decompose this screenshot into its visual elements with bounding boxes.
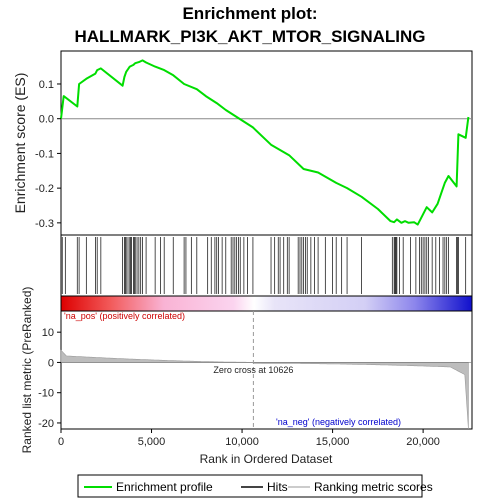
metric-y-axis: 10 0 -10 -20 — [38, 327, 61, 430]
legend-enrichment-label: Enrichment profile — [116, 480, 213, 494]
legend-metric-label: Ranking metric scores — [314, 480, 433, 494]
chart-title-line2: HALLMARK_PI3K_AKT_MTOR_SIGNALING — [74, 27, 425, 46]
es-y-axis: 0.1 0.0 -0.1 -0.2 -0.3 — [35, 79, 61, 230]
x-tick-label: 5,000 — [138, 436, 166, 448]
es-y-tick-label: -0.2 — [35, 183, 54, 195]
metric-y-tick-label: 10 — [42, 327, 54, 339]
positive-label: 'na_pos' (positively correlated) — [64, 311, 185, 321]
es-panel-frame — [60, 50, 473, 236]
es-y-label: Enrichment score (ES) — [12, 73, 28, 214]
ranking-metric-area — [60, 349, 472, 430]
metric-y-tick-label: -10 — [38, 388, 54, 400]
ranking-metric-fill — [60, 349, 469, 430]
legend-hits-label: Hits — [267, 480, 288, 494]
es-y-tick-label: 0.1 — [39, 79, 54, 91]
x-axis-label: Rank in Ordered Dataset — [200, 452, 333, 466]
x-tick-label: 10,000 — [225, 436, 259, 448]
negative-label: 'na_neg' (negatively correlated) — [276, 417, 401, 427]
enrichment-profile-path — [60, 59, 470, 226]
x-tick-label: 15,000 — [316, 436, 350, 448]
es-y-tick-label: -0.3 — [35, 218, 54, 230]
metric-y-tick-label: 0 — [48, 357, 54, 369]
enrichment-profile-line — [60, 59, 470, 226]
es-y-tick-label: -0.1 — [35, 148, 54, 160]
x-tick-label: 20,000 — [406, 436, 440, 448]
es-y-tick-label: 0.0 — [39, 114, 54, 126]
x-axis: 0 5,000 10,000 15,000 20,000 — [58, 429, 440, 448]
metric-y-tick-label: -20 — [38, 418, 54, 430]
rank-color-bar — [60, 295, 473, 312]
chart-title-line1: Enrichment plot: — [182, 4, 317, 23]
metric-y-label: Ranked list metric (PreRanked) — [20, 287, 34, 454]
zero-cross-label: Zero cross at 10626 — [213, 365, 293, 375]
hit-markers — [61, 237, 467, 294]
metric-panel-frame — [60, 310, 473, 430]
x-tick-label: 0 — [58, 436, 64, 448]
